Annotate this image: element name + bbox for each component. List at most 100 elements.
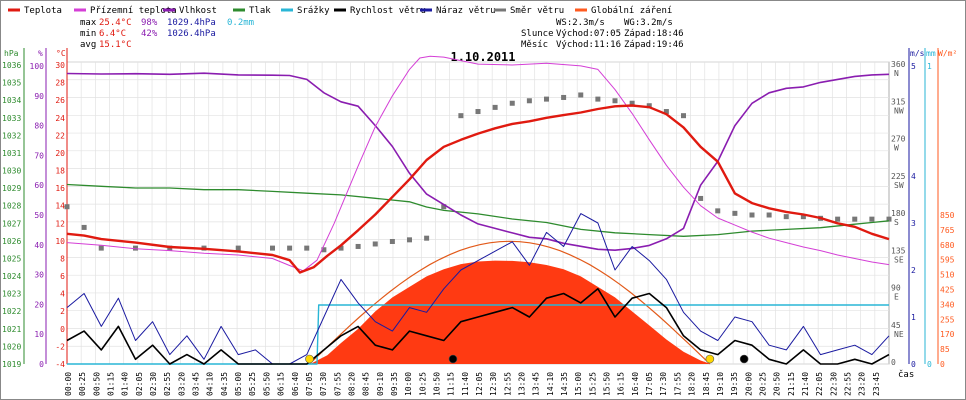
stat-0-0: max [80, 18, 97, 28]
radiation-tick-4: 510 [940, 271, 955, 280]
x-tick-29: 12:05 [475, 372, 484, 396]
marker-0 [305, 354, 314, 364]
pressure-tick-0: 1036 [2, 61, 21, 70]
radiation-tick-7: 255 [940, 315, 955, 324]
legend-label-0: Teplota [24, 6, 62, 16]
temperature-tick-2: 26 [55, 96, 65, 105]
direction-tick-8: 0 [891, 358, 896, 367]
series-p-zemn-teplota [66, 55, 890, 272]
x-tick-19: 07:55 [333, 372, 342, 396]
legend-label-3: Tlak [249, 6, 271, 16]
direction-tick-1: 315 [891, 97, 906, 106]
series [64, 55, 892, 365]
humidity-axis-label: % [38, 49, 43, 58]
pressure-tick-14: 1022 [2, 307, 21, 316]
direction-point-25 [578, 92, 584, 98]
temperature-tick-11: 8 [60, 254, 65, 263]
direction-label-4: S [894, 218, 899, 227]
x-tick-30: 12:30 [489, 372, 498, 396]
axes: 1036103510341033103210311030102910281027… [2, 48, 957, 369]
x-tick-22: 09:10 [376, 372, 385, 396]
temperature-tick-13: 4 [60, 290, 65, 299]
direction-point-14 [389, 238, 395, 244]
humidity-tick-1: 90 [34, 92, 44, 101]
x-tick-52: 21:40 [801, 372, 810, 396]
stat-2-1: 15.1°C [99, 40, 132, 50]
direction-point-41 [852, 216, 858, 222]
x-tick-21: 08:45 [362, 372, 371, 396]
pressure-tick-9: 1027 [2, 219, 21, 228]
stat-0-2: 98% [141, 18, 158, 28]
wind-tick-4: 1 [911, 313, 916, 322]
humidity-tick-5: 50 [34, 211, 44, 220]
pressure-axis-label: hPa [4, 49, 19, 58]
x-tick-17: 07:05 [305, 372, 314, 396]
temperature-tick-8: 14 [55, 202, 65, 211]
direction-point-22 [526, 98, 532, 104]
legend-label-2: Vlhkost [179, 6, 217, 16]
temperature-tick-12: 6 [60, 272, 65, 281]
x-tick-54: 22:30 [829, 372, 838, 396]
stat-2-0: avg [80, 40, 96, 50]
x-tick-5: 02:05 [135, 372, 144, 396]
humidity-tick-6: 40 [34, 241, 44, 250]
temperature-tick-7: 16 [55, 184, 65, 193]
direction-point-36 [766, 212, 772, 218]
legend-label-1: Přízemní teplota [90, 6, 177, 16]
stat-1-1: 6.4°C [99, 29, 126, 39]
info-4: Západ:18:46 [624, 29, 684, 39]
series-sr-ky [67, 304, 889, 365]
direction-point-8 [287, 245, 293, 251]
wind-tick-0: 5 [911, 62, 916, 71]
x-tick-18: 07:30 [319, 372, 328, 396]
direction-point-21 [509, 100, 515, 106]
x-tick-56: 23:20 [858, 372, 867, 396]
stat-0-1: 25.4°C [99, 18, 132, 28]
x-tick-40: 16:40 [631, 372, 640, 396]
direction-label-7: NE [894, 330, 904, 339]
temperature-tick-3: 24 [55, 114, 65, 123]
direction-point-32 [698, 195, 704, 201]
marker-3 [739, 354, 749, 364]
direction-point-43 [886, 216, 892, 222]
x-tick-24: 10:00 [404, 372, 413, 396]
x-tick-27: 11:15 [447, 372, 456, 396]
pressure-tick-12: 1024 [2, 272, 21, 281]
wind-axis-label: m/s [910, 49, 925, 58]
x-tick-28: 11:40 [461, 372, 470, 396]
radiation-tick-2: 680 [940, 241, 955, 250]
x-tick-57: 23:45 [872, 372, 881, 396]
legend-label-7: Směr větru [510, 6, 564, 16]
direction-point-17 [441, 204, 447, 210]
stat-1-0: min [80, 29, 96, 39]
pressure-tick-11: 1025 [2, 254, 21, 263]
direction-point-13 [372, 241, 378, 247]
direction-point-34 [732, 210, 738, 216]
stats-block: max 25.4°C 98% 1029.4hPa 0.2mm min 6.4°C 42% 10… [80, 18, 254, 50]
direction-point-24 [561, 94, 567, 100]
x-axis-label: čas [898, 369, 914, 380]
x-tick-37: 15:25 [588, 372, 597, 396]
stat-0-3: 1029.4hPa [167, 18, 216, 28]
temperature-tick-16: -2 [55, 342, 65, 351]
x-tick-20: 08:20 [347, 372, 356, 396]
pressure-tick-13: 1023 [2, 290, 21, 299]
x-tick-41: 17:05 [645, 372, 654, 396]
radiation-tick-1: 765 [940, 226, 955, 235]
x-tick-39: 16:15 [617, 372, 626, 396]
x-tick-55: 22:55 [843, 372, 852, 396]
temperature-axis-label: °C [56, 49, 66, 58]
pressure-tick-8: 1028 [2, 202, 21, 211]
radiation-tick-3: 595 [940, 256, 955, 265]
direction-point-42 [869, 216, 875, 222]
info-2: Slunce [521, 29, 554, 39]
x-tick-4: 01:40 [121, 372, 130, 396]
pressure-tick-2: 1034 [2, 96, 21, 105]
pressure-tick-15: 1021 [2, 325, 21, 334]
info-block: WS:2.3m/s WG:3.2m/s Slunce Východ:07:05 Zápa… [521, 18, 684, 50]
x-tick-7: 02:55 [163, 372, 172, 396]
stat-1-2: 42% [141, 29, 158, 39]
direction-point-30 [663, 109, 669, 115]
